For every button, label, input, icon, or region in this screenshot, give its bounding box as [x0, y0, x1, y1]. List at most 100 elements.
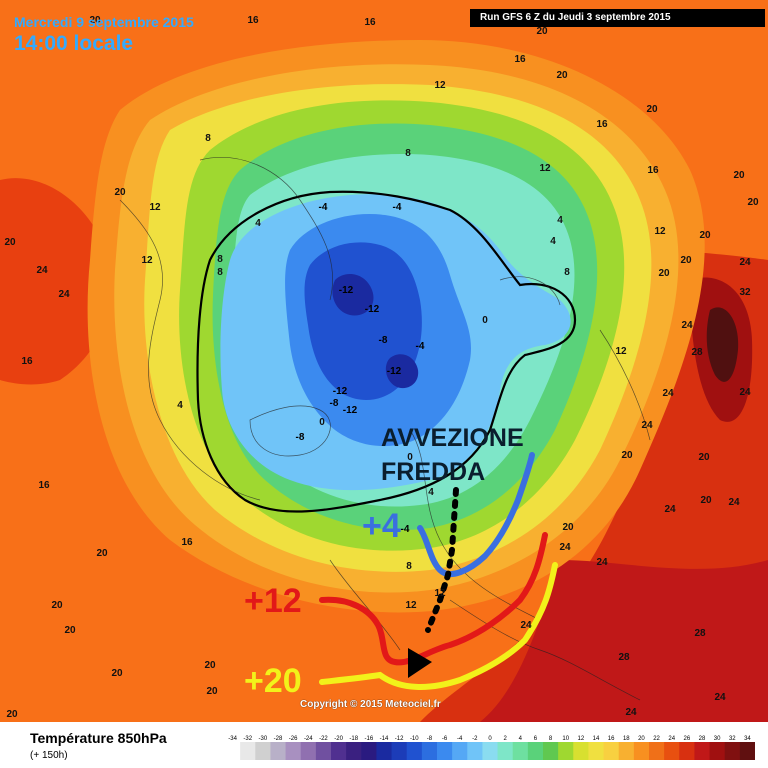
model-run-info: Run GFS 6 Z du Jeudi 3 septembre 2015 [470, 9, 765, 27]
contour-label: 16 [647, 165, 659, 176]
scale-tick-label: 0 [488, 736, 492, 742]
contour-label: 24 [728, 497, 740, 508]
scale-tick-label: -26 [289, 736, 298, 742]
scale-tick-label: -20 [334, 736, 343, 742]
scale-tick-label: -22 [319, 736, 328, 742]
temperature-color-scale: -34 -32 -30 -28 -26 -24 -22 -20 -18 -16 -14 -12 -10-… [225, 736, 755, 760]
contour-label: -12 [365, 304, 380, 315]
plus4-isotherm-marker-line [417, 452, 535, 577]
contour-label: 0 [482, 315, 488, 326]
scale-swatch [300, 742, 317, 760]
scale-swatch [467, 742, 483, 760]
scale-tick-label: -24 [304, 736, 313, 742]
annotation-plus20: +20 [244, 662, 302, 700]
scale-tick-label: -30 [259, 736, 268, 742]
contour-label: 12 [615, 346, 627, 357]
scale-tick-label: -32 [243, 736, 252, 742]
contour-label: 20 [4, 237, 16, 248]
scale-tick-label: 30 [714, 736, 721, 742]
scale-swatch [543, 742, 559, 760]
contour-label: -4 [401, 524, 410, 535]
scale-swatch [452, 742, 468, 760]
contour-label: 8 [205, 133, 211, 144]
annotation-avvezione: AVVEZIONE [381, 424, 524, 452]
contour-label: 28 [691, 347, 703, 358]
contour-label: 24 [681, 320, 693, 331]
contour-label: 16 [596, 119, 608, 130]
contour-label: 12 [654, 226, 666, 237]
coastlines [119, 157, 651, 701]
scale-swatch [724, 742, 741, 760]
scale-tick-label: 8 [549, 736, 553, 742]
contour-label: 28 [618, 652, 630, 663]
scale-tick-label: 4 [519, 736, 523, 742]
contour-label: 20 [747, 197, 759, 208]
contour-label: 8 [217, 267, 223, 278]
scale-tick-label: 2 [503, 736, 507, 742]
contour-label: 20 [51, 600, 63, 611]
scale-tick-label: 18 [623, 736, 630, 742]
contour-label: -4 [416, 341, 425, 352]
contour-label: 20 [111, 668, 123, 679]
contour-label: 20 [6, 709, 18, 720]
contour-label: 24 [596, 557, 608, 568]
legend-subtitle: (+ 150h) [30, 750, 68, 761]
contour-label: 24 [559, 542, 571, 553]
contour-label: 20 [114, 187, 126, 198]
contour-label: 4 [177, 400, 183, 411]
contour-label: 28 [694, 628, 706, 639]
scale-tick-label: 24 [668, 736, 675, 742]
contour-label: 8 [406, 561, 412, 572]
scale-swatch [270, 742, 287, 760]
contour-label: 4 [557, 215, 563, 226]
scale-tick-label: -8 [427, 736, 433, 742]
contour-label: -8 [296, 432, 305, 443]
scale-tick-label: -4 [457, 736, 463, 742]
contour-label: 20 [89, 15, 101, 26]
contour-label: 20 [621, 450, 633, 461]
contour-label: 0 [407, 452, 413, 463]
scale-tick-label: -28 [274, 736, 283, 742]
contour-label: 8 [217, 254, 223, 265]
scale-swatch [437, 742, 453, 760]
contour-label: 20 [646, 104, 658, 115]
forecast-date: Mercredi 9 septembre 2015 [14, 14, 194, 30]
contour-label: 12 [405, 600, 417, 611]
cold-core-2 [385, 354, 419, 389]
scale-tick-label: 32 [729, 736, 736, 742]
scale-swatch [709, 742, 726, 760]
scale-swatch [421, 742, 438, 760]
scale-swatch [527, 742, 544, 760]
scale-tick-label: 6 [534, 736, 538, 742]
scale-tick-label: -2 [472, 736, 478, 742]
hot-zone-core-dark [706, 307, 739, 382]
contour-label: 20 [64, 625, 76, 636]
contour-label: 20 [536, 26, 548, 37]
contour-label: 4 [428, 487, 434, 498]
contour-label: 24 [58, 289, 70, 300]
hot-zone-south [480, 560, 768, 722]
contour-label: 12 [141, 255, 153, 266]
scale-swatch [482, 742, 499, 760]
contour-label: 12 [539, 163, 551, 174]
legend-title: Température 850hPa [30, 730, 167, 746]
scale-swatch [694, 742, 711, 760]
contour-label: -12 [387, 366, 402, 377]
copyright-notice: Copyright © 2015 Meteociel.fr [300, 699, 441, 710]
contour-label: 24 [739, 257, 751, 268]
scale-swatch [376, 742, 393, 760]
contour-label: 32 [739, 287, 751, 298]
contour-label: 20 [733, 170, 745, 181]
plus20-isotherm-marker-line [319, 562, 558, 690]
scale-swatch [255, 742, 271, 760]
scale-swatch [225, 742, 241, 760]
scale-swatch [664, 742, 680, 760]
scale-tick-label: -18 [349, 736, 358, 742]
scale-tick-label: -16 [365, 736, 374, 742]
hot-zone-west [0, 178, 112, 385]
contour-label: 20 [698, 452, 710, 463]
contour-label: -12 [333, 386, 348, 397]
scale-swatch [361, 742, 377, 760]
contour-label: 20 [204, 660, 216, 671]
contour-label: 12 [434, 588, 446, 599]
